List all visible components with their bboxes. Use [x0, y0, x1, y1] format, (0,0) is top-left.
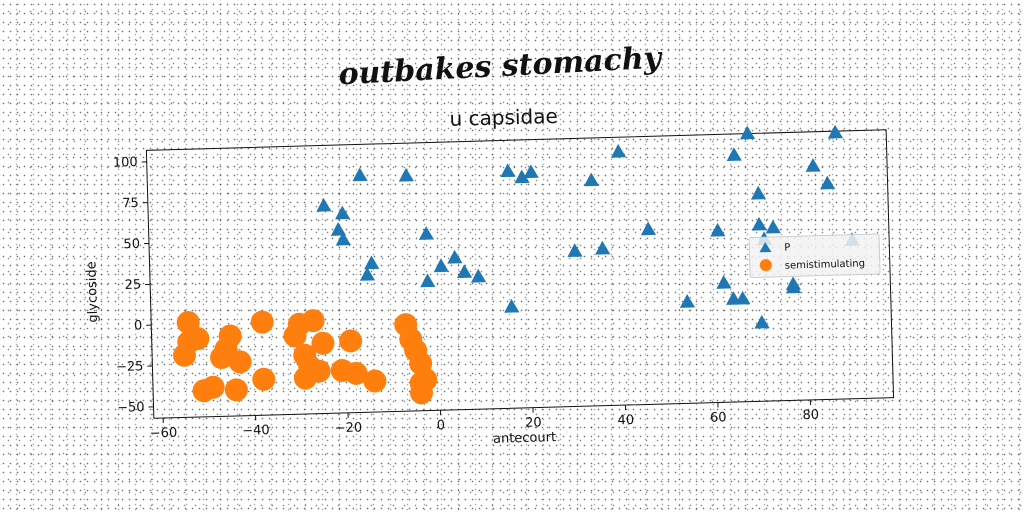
y-tick-label: 25: [124, 278, 141, 293]
x-tick-label: 0: [437, 418, 446, 433]
data-markers: [172, 124, 860, 405]
data-point-triangle: [504, 298, 520, 313]
x-tick-label: −40: [242, 423, 270, 439]
data-point-circle: [414, 368, 438, 392]
x-tick-label: 40: [617, 413, 634, 428]
data-point-circle: [218, 324, 242, 348]
data-point-triangle: [470, 268, 487, 283]
y-axis-label: glycoside: [84, 261, 101, 323]
x-tick-label: −60: [150, 426, 178, 442]
data-point-triangle: [359, 266, 376, 281]
data-point-triangle: [735, 290, 751, 305]
legend-label-p: P: [784, 242, 790, 253]
y-tick-label: 75: [122, 196, 139, 211]
data-point-triangle: [726, 147, 742, 162]
x-tick-label: 60: [710, 410, 727, 425]
data-point-triangle: [820, 175, 836, 190]
y-tick-label: 50: [123, 237, 140, 252]
data-point-triangle: [710, 222, 726, 237]
chart-title: u capsidae: [449, 104, 558, 131]
data-point-circle: [301, 309, 325, 333]
data-point-triangle: [418, 226, 435, 240]
data-point-triangle: [805, 158, 821, 172]
y-tick-label: 100: [113, 155, 138, 171]
data-point-circle: [307, 359, 331, 383]
x-tick-label: 20: [525, 415, 542, 430]
data-point-circle: [172, 343, 196, 367]
data-point-circle: [186, 327, 210, 351]
x-tick-label: 80: [802, 408, 819, 423]
data-point-triangle: [567, 243, 583, 258]
data-point-circle: [339, 329, 363, 353]
data-point-circle: [363, 369, 387, 393]
data-point-triangle: [316, 197, 332, 212]
data-point-circle: [224, 378, 248, 402]
data-point-triangle: [364, 255, 380, 270]
data-point-triangle: [523, 164, 539, 179]
data-point-circle: [228, 350, 252, 374]
data-point-triangle: [398, 167, 414, 182]
data-point-triangle: [447, 249, 463, 264]
x-axis-label: antecourt: [493, 430, 556, 447]
data-point-triangle: [827, 124, 844, 139]
data-point-circle: [250, 310, 274, 334]
data-point-triangle: [751, 216, 767, 231]
data-point-triangle: [610, 143, 627, 158]
legend-marker-semistimulating: [759, 259, 772, 272]
legend-label-semistimulating: semistimulating: [785, 258, 865, 271]
data-point-triangle: [500, 163, 516, 178]
chart-suptitle: outbakes stomachy: [338, 40, 665, 92]
data-point-triangle: [456, 264, 473, 279]
data-point-triangle: [750, 185, 767, 200]
data-point-triangle: [583, 172, 600, 187]
y-tick-label: −50: [117, 400, 145, 416]
y-axis: −50 −25 0 25 50 75 100: [113, 155, 154, 416]
data-point-triangle: [754, 314, 770, 329]
data-point-circle: [311, 331, 335, 355]
legend: P semistimulating: [748, 233, 881, 279]
data-point-triangle: [335, 231, 351, 246]
data-point-triangle: [595, 240, 611, 255]
data-point-circle: [252, 367, 276, 391]
data-point-triangle: [716, 275, 732, 289]
data-point-triangle: [640, 221, 657, 236]
x-axis: −60 −40 −20 0 20 40 60 80: [150, 399, 819, 442]
x-tick-label: −20: [335, 420, 363, 436]
data-point-triangle: [352, 167, 368, 182]
data-point-triangle: [765, 219, 781, 234]
y-tick-label: −25: [116, 359, 144, 375]
legend-marker-p: [759, 242, 772, 253]
data-point-triangle: [514, 169, 530, 184]
y-tick-label: 0: [134, 318, 143, 333]
data-point-circle: [344, 361, 368, 385]
data-point-triangle: [785, 279, 802, 294]
data-point-circle: [201, 375, 225, 399]
data-point-triangle: [433, 258, 449, 273]
legend-box: [748, 233, 881, 279]
data-point-triangle: [330, 222, 347, 236]
plot-area: u capsidae −60 −40 −20 0 20 40 60 80 −50 −25 0 25 5…: [84, 104, 895, 447]
data-point-triangle: [335, 205, 351, 220]
data-point-triangle: [420, 273, 436, 288]
data-point-triangle: [679, 294, 696, 308]
data-point-triangle: [739, 125, 756, 140]
